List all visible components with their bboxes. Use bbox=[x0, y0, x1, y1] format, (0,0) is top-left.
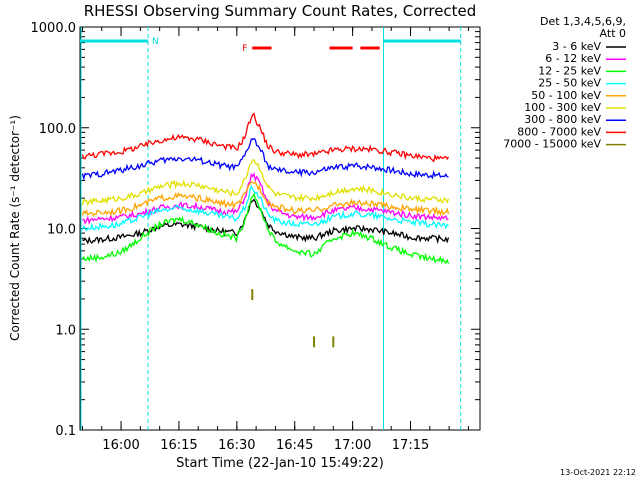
y-tick-label: 1.0 bbox=[55, 323, 76, 338]
legend-label: 3 - 6 keV bbox=[552, 40, 601, 53]
x-tick-label: 16:30 bbox=[218, 438, 255, 453]
legend-label: 7000 - 15000 keV bbox=[503, 138, 601, 151]
y-tick-label: 10.0 bbox=[47, 223, 76, 238]
plot-layer: 0.1 1.0 10.0 100.0 1000.0 16:00 16:15 16:30 16:4… bbox=[31, 21, 481, 453]
legend-header-line1: Det 1,3,4,5,6,9, bbox=[540, 15, 626, 28]
y-tick-label: 1000.0 bbox=[31, 21, 77, 36]
series-line-6 bbox=[81, 137, 449, 182]
legend-label: 100 - 300 keV bbox=[524, 101, 601, 114]
y-tick-label: 0.1 bbox=[55, 424, 76, 439]
x-tick-label: 16:00 bbox=[102, 438, 139, 453]
night-label: N bbox=[152, 37, 159, 47]
x-tick-label: 17:15 bbox=[392, 438, 429, 453]
x-tick-label: 16:15 bbox=[160, 438, 197, 453]
series-line-2 bbox=[81, 192, 450, 265]
series-line-5 bbox=[81, 159, 450, 207]
legend-label: 25 - 50 keV bbox=[538, 77, 601, 90]
legend-label: 6 - 12 keV bbox=[545, 52, 601, 65]
legend-label: 800 - 7000 keV bbox=[517, 125, 601, 138]
legend-header-line2: Att 0 bbox=[600, 27, 626, 40]
y-axis-label: Corrected Count Rate (s⁻¹ detector⁻¹) bbox=[8, 115, 22, 341]
x-tick-label: 16:45 bbox=[276, 438, 313, 453]
x-tick-label: 17:00 bbox=[334, 438, 371, 453]
y-tick-label: 100.0 bbox=[39, 122, 76, 137]
x-axis-label: Start Time (22-Jan-10 15:49:22) bbox=[176, 456, 384, 471]
series-line-3 bbox=[81, 184, 449, 232]
legend-label: 12 - 25 keV bbox=[538, 64, 601, 77]
legend-label: 50 - 100 keV bbox=[531, 89, 601, 102]
series-line-4 bbox=[81, 181, 450, 217]
plot-frame bbox=[79, 26, 481, 431]
series-line-7 bbox=[81, 112, 450, 163]
flare-label: F bbox=[242, 44, 247, 54]
series-line-1 bbox=[82, 172, 449, 225]
legend-label: 300 - 800 keV bbox=[524, 113, 601, 126]
footer-date: 13-Oct-2021 22:12 bbox=[560, 468, 636, 477]
chart-title: RHESSI Observing Summary Count Rates, Co… bbox=[84, 2, 477, 20]
